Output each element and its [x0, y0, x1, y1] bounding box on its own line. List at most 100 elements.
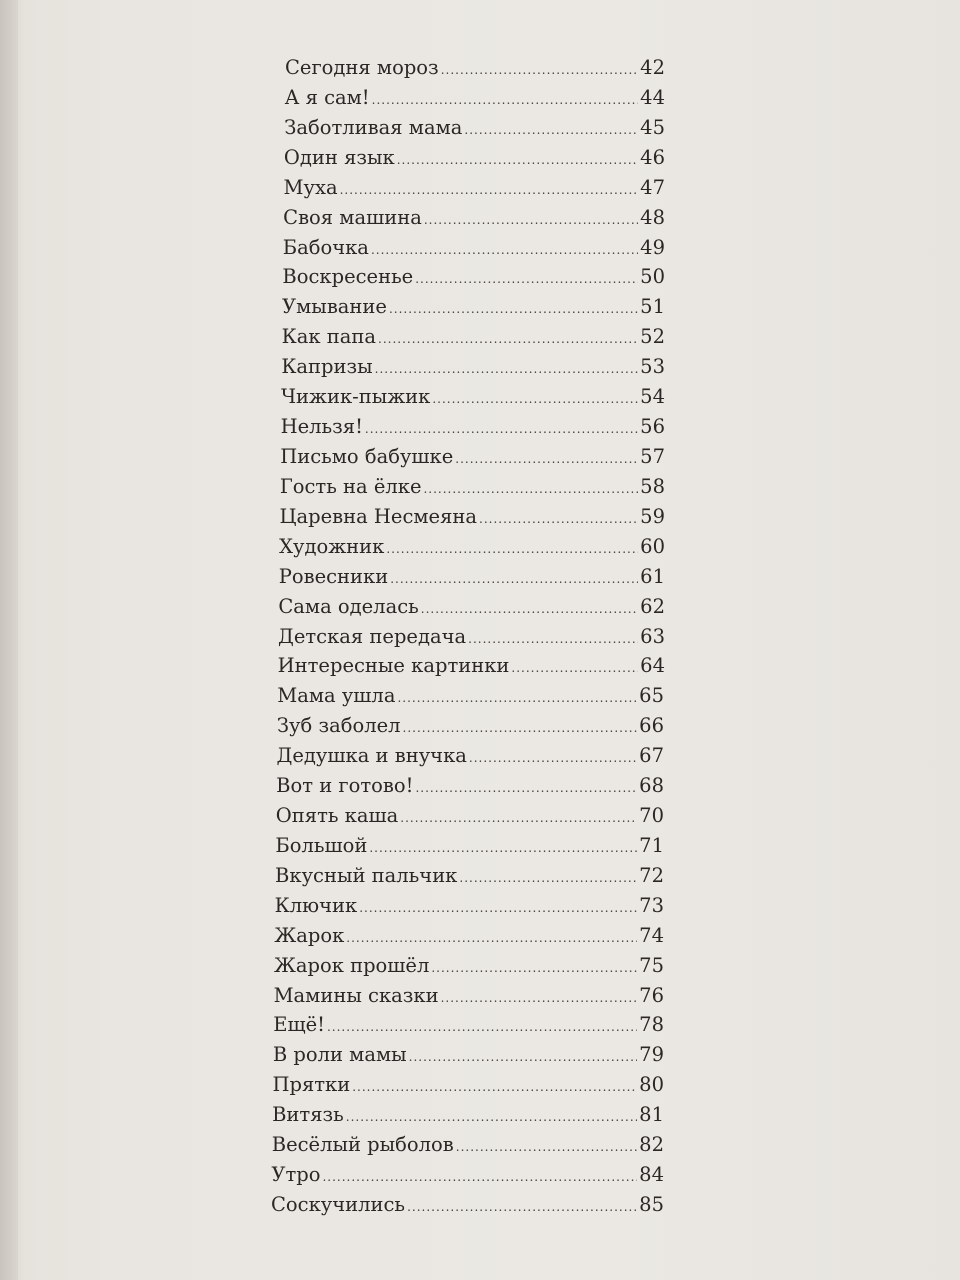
dot-leader: [389, 294, 638, 324]
dot-leader: [322, 1162, 637, 1192]
entry-page-number: 81: [639, 1103, 664, 1127]
toc-entry: Дедушка и внучка 67: [277, 741, 664, 771]
dot-leader: [346, 1102, 637, 1132]
entry-page-number: 47: [640, 175, 665, 199]
toc-entry: Воскресенье 50: [282, 262, 665, 292]
toc-entry: Ещё! 78: [273, 1010, 664, 1040]
dot-leader: [431, 953, 637, 983]
dot-leader: [375, 354, 638, 384]
toc-entry: Царевна Несмеяна 59: [279, 502, 665, 532]
entry-page-number: 79: [639, 1043, 664, 1067]
toc-entry: Заботливая мама 45: [284, 113, 665, 143]
toc-entry: Весёлый рыболов 82: [272, 1130, 664, 1160]
dot-leader: [469, 743, 637, 773]
entry-title: Детская передача: [278, 624, 467, 648]
dot-leader: [371, 235, 638, 265]
entry-page-number: 74: [639, 923, 664, 947]
entry-page-number: 84: [639, 1163, 664, 1187]
toc-entry: Гость на ёлке 58: [280, 472, 665, 502]
dot-leader: [432, 384, 638, 414]
entry-title: Ещё!: [273, 1013, 325, 1037]
entry-title: Весёлый рыболов: [271, 1133, 454, 1157]
entry-title: Большой: [275, 833, 368, 857]
entry-title: Один язык: [283, 145, 395, 169]
dot-leader: [407, 1192, 637, 1222]
entry-title: Муха: [283, 175, 338, 199]
entry-title: Заботливая мама: [284, 115, 463, 139]
dot-leader: [421, 594, 638, 624]
dot-leader: [352, 1072, 637, 1102]
dot-leader: [415, 264, 638, 294]
entry-title: Дедушка и внучка: [276, 744, 467, 768]
dot-leader: [415, 773, 637, 803]
entry-page-number: 78: [639, 1013, 664, 1037]
toc-entry: Своя машина 48: [283, 203, 665, 233]
toc-entry: Бабочка 49: [283, 233, 665, 263]
entry-title: Утро: [271, 1163, 321, 1187]
entry-page-number: 57: [640, 444, 665, 468]
entry-title: Ключик: [274, 893, 358, 917]
entry-page-number: 66: [639, 714, 664, 738]
toc-entry: Прятки 80: [272, 1070, 664, 1100]
entry-title: Художник: [279, 534, 385, 558]
toc-entry: Жарок 74: [274, 921, 664, 951]
toc-entry: А я сам! 44: [285, 83, 665, 113]
entry-title: Вкусный пальчик: [275, 863, 458, 887]
dot-leader: [369, 833, 637, 863]
toc-entry: Нельзя! 56: [281, 412, 665, 442]
toc-entry: Вот и готово! 68: [276, 771, 664, 801]
entry-page-number: 46: [640, 145, 665, 169]
toc-entry: Сама оделась 62: [278, 592, 665, 622]
entry-page-number: 50: [640, 265, 665, 289]
dot-leader: [409, 1042, 638, 1072]
entry-page-number: 48: [640, 205, 665, 229]
dot-leader: [400, 803, 637, 833]
entry-page-number: 44: [640, 85, 665, 109]
entry-page-number: 42: [640, 56, 665, 79]
entry-page-number: 67: [639, 744, 664, 768]
entry-title: Гость на ёлке: [279, 474, 422, 498]
dot-leader: [464, 115, 638, 145]
dot-leader: [511, 653, 638, 683]
entry-page-number: 80: [639, 1073, 664, 1097]
dot-leader: [390, 564, 638, 594]
entry-title: Капризы: [281, 355, 373, 379]
entry-page-number: 71: [639, 833, 664, 857]
toc-entry: Утро 84: [271, 1160, 664, 1190]
toc-entry: Чижик-пыжик 54: [281, 382, 665, 412]
dot-leader: [456, 1132, 637, 1162]
dot-leader: [468, 624, 638, 654]
toc-entry: Мамины сказки 76: [274, 981, 664, 1011]
dot-leader: [378, 324, 638, 354]
dot-leader: [403, 713, 638, 743]
toc-entry: Мама ушла 65: [277, 681, 664, 711]
entry-page-number: 56: [640, 415, 665, 439]
dot-leader: [397, 145, 638, 175]
dot-leader: [424, 205, 638, 235]
toc-entry: Муха 47: [284, 173, 665, 203]
entry-title: Нельзя!: [280, 415, 363, 439]
entry-title: Вот и готово!: [276, 774, 414, 798]
entry-page-number: 68: [639, 774, 664, 798]
adjacent-page-edge: [0, 0, 18, 1280]
dot-leader: [365, 414, 638, 444]
entry-title: Прятки: [272, 1073, 351, 1097]
entry-title: Мамины сказки: [273, 983, 439, 1007]
entry-title: Жарок: [274, 923, 345, 947]
entry-title: В роли мамы: [272, 1043, 407, 1067]
dot-leader: [386, 534, 638, 564]
toc-entry: Опять каша 70: [276, 801, 664, 831]
dot-leader: [346, 923, 637, 953]
entry-page-number: 82: [639, 1133, 664, 1157]
entry-title: Зуб заболел: [276, 714, 401, 738]
entry-page-number: 85: [639, 1193, 664, 1216]
entry-title: А я сам!: [284, 85, 370, 109]
dot-leader: [327, 1012, 637, 1042]
entry-title: Сама оделась: [278, 594, 419, 618]
entry-title: Соскучились: [271, 1193, 406, 1216]
dot-leader: [479, 504, 638, 534]
toc-entry: Как папа 52: [282, 322, 665, 352]
entry-page-number: 53: [640, 355, 665, 379]
entry-page-number: 58: [640, 474, 665, 498]
dot-leader: [441, 55, 638, 85]
